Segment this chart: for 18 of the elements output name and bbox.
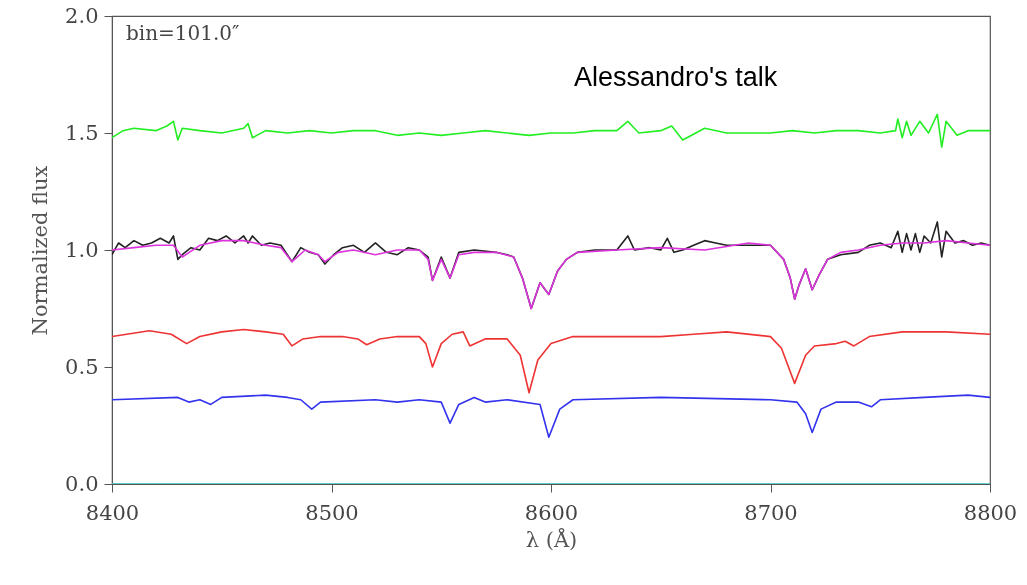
annotation: Alessandro's talk xyxy=(574,62,778,92)
x-tick-label: 8600 xyxy=(524,500,579,525)
y-tick-label: 1.5 xyxy=(65,120,99,145)
y-tick-label: 0.5 xyxy=(65,354,99,379)
y-axis-title: Normalized flux xyxy=(28,165,53,336)
x-tick-label: 8500 xyxy=(305,500,359,525)
y-tick-label: 0.0 xyxy=(65,471,99,496)
line-series xyxy=(112,328,990,394)
line-series xyxy=(112,113,990,148)
x-axis-title: λ (Å) xyxy=(525,526,578,552)
x-tick-label: 8800 xyxy=(963,500,1018,525)
line-series xyxy=(112,394,990,438)
annotation: bin=101.0″ xyxy=(126,21,240,45)
y-tick-label: 2.0 xyxy=(65,3,99,28)
line-series xyxy=(112,239,990,310)
y-tick-label: 1.0 xyxy=(65,237,99,262)
x-tick-label: 8400 xyxy=(85,500,140,525)
x-tick-label: 8700 xyxy=(744,500,798,525)
